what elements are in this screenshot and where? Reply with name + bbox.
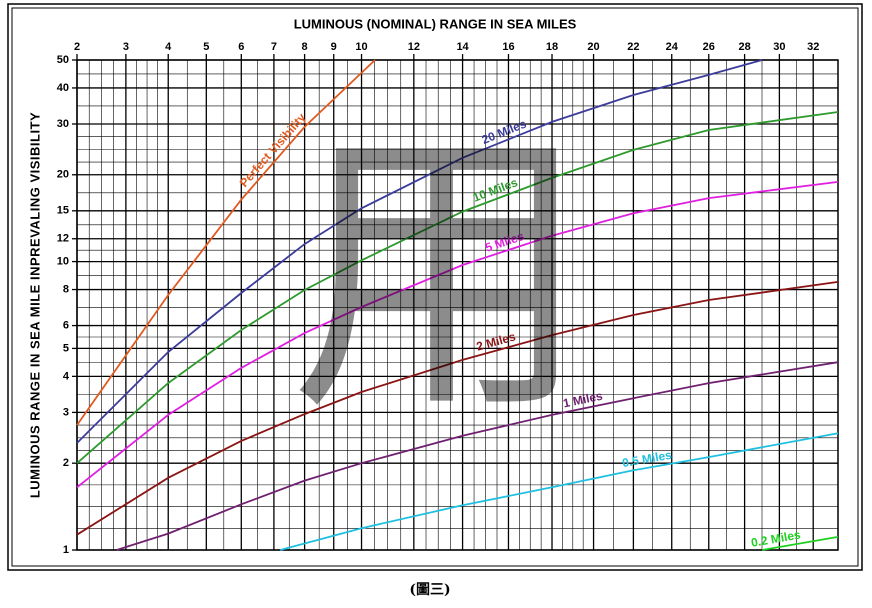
x-tick-label: 26: [703, 41, 715, 53]
y-tick-label: 40: [57, 82, 69, 94]
inner-frame: [11, 7, 859, 567]
y-tick-label: 8: [63, 283, 69, 295]
chart-title: LUMINOUS (NOMINAL) RANGE IN SEA MILES: [294, 16, 577, 31]
y-tick-label: 15: [57, 205, 69, 217]
x-tick-label: 9: [331, 41, 337, 53]
y-tick-label: 2: [63, 457, 69, 469]
y-tick-label: 12: [57, 233, 69, 245]
plot-background: [76, 59, 839, 551]
watermark: 用: [290, 107, 590, 443]
x-tick-label: 5: [203, 41, 209, 53]
x-tick-label: 4: [165, 41, 172, 53]
y-tick-label: 5: [63, 342, 69, 354]
x-tick-label: 24: [666, 41, 679, 53]
plot: 2 3 4 5 6 7 8 9 10 12 14 16 18 20 22 24 26 28 30 3212345681…: [57, 41, 839, 556]
x-tick-label: 2: [74, 41, 80, 53]
y-tick-label: 6: [63, 319, 69, 331]
x-tick-label: 20: [587, 41, 599, 53]
x-tick-label: 30: [773, 41, 785, 53]
y-tick-label: 30: [57, 118, 69, 130]
x-tick-label: 22: [627, 41, 639, 53]
series-line: [76, 59, 763, 444]
x-tick-label: 12: [408, 41, 420, 53]
x-tick-label: 14: [456, 41, 469, 53]
caption: (圖三): [409, 581, 450, 598]
x-tick-label: 3: [123, 41, 129, 53]
x-tick-label: 32: [807, 41, 819, 53]
x-tick-label: 16: [502, 41, 514, 53]
y-tick-label: 10: [57, 255, 69, 267]
x-tick-label: 10: [355, 41, 367, 53]
y-tick-label: 20: [57, 169, 69, 181]
series-line: [761, 536, 839, 551]
series-line: [76, 281, 839, 536]
x-tick-label: 8: [302, 41, 308, 53]
x-tick-label: 18: [546, 41, 558, 53]
y-axis-label: LUMINOUS RANGE IN SEA MILE INPREVALING V…: [27, 112, 42, 498]
series-line: [76, 59, 376, 426]
outer-frame: [7, 3, 863, 571]
x-tick-label: 28: [738, 41, 750, 53]
x-tick-label: 6: [238, 41, 244, 53]
y-tick-label: 3: [63, 406, 69, 418]
series-line: [279, 432, 839, 551]
series-line: [116, 361, 839, 551]
x-tick-label: 7: [271, 41, 277, 53]
y-tick-label: 1: [63, 544, 69, 556]
y-tick-label: 4: [63, 370, 70, 382]
y-tick-label: 50: [57, 54, 69, 66]
series-line: [76, 111, 839, 464]
series-line: [76, 181, 839, 489]
